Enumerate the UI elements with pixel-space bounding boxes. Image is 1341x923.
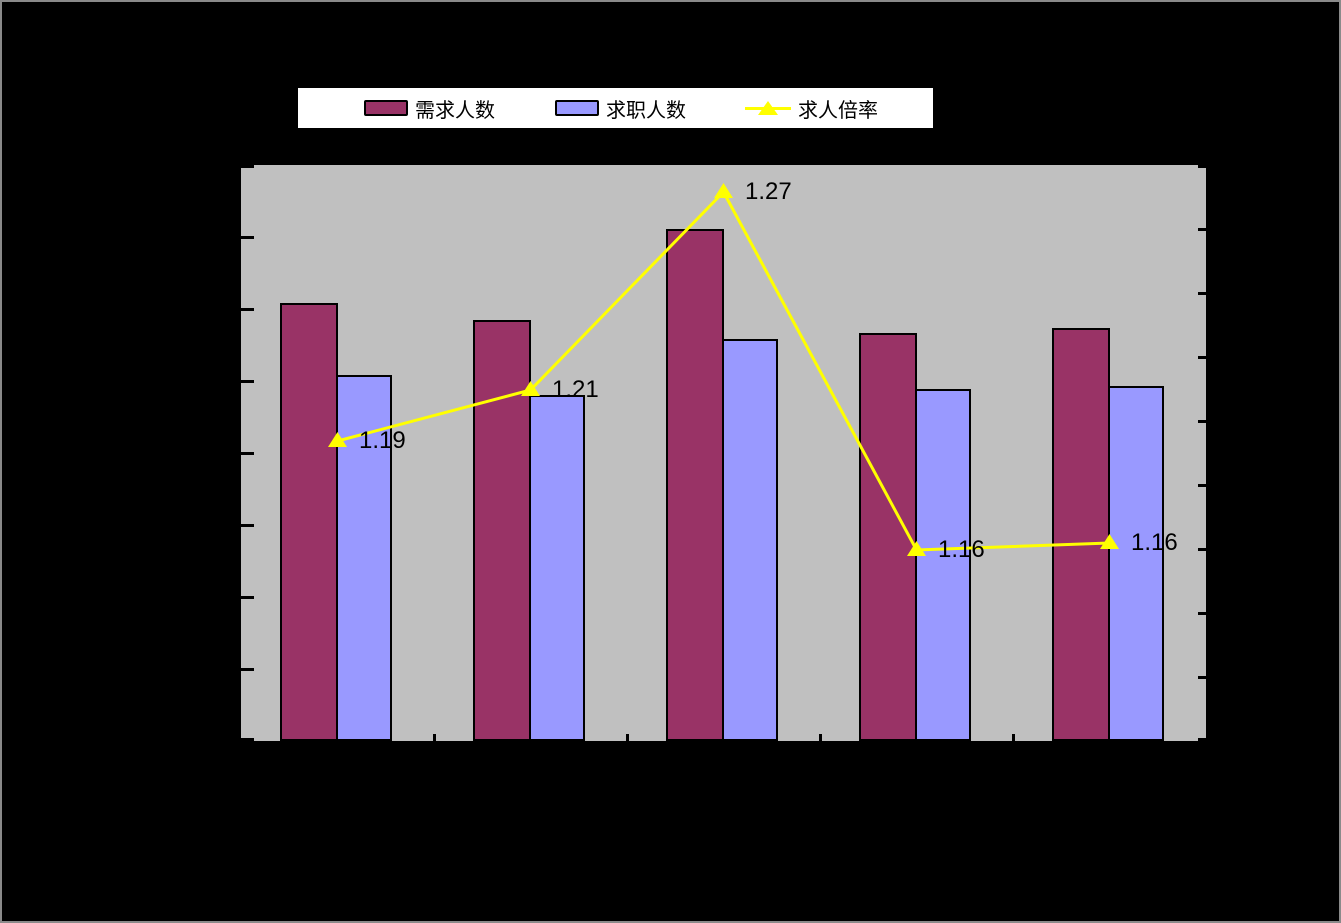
right-axis-tick: [1198, 292, 1206, 295]
left-axis-tick: [241, 452, 254, 455]
right-axis-tick: [1198, 420, 1206, 423]
legend-item-seekers: 求职人数: [555, 88, 686, 128]
x-axis-tick: [626, 734, 629, 741]
right-axis-tick: [1198, 548, 1206, 551]
left-axis-tick: [241, 236, 254, 239]
legend-swatch-demand-bar: [364, 100, 408, 116]
legend-label-seekers: 求职人数: [606, 99, 686, 122]
left-axis-tick: [241, 524, 254, 527]
left-axis-tick: [241, 596, 254, 599]
ratio-marker-triangle-icon-1: [521, 381, 540, 396]
x-axis-tick: [1012, 734, 1015, 741]
legend-item-ratio: 求人倍率: [745, 88, 878, 128]
ratio-marker-triangle-icon-3: [907, 541, 926, 556]
left-axis-tick: [241, 308, 254, 311]
plot-area: 1.19 1.21 1.27 1.16 1.16: [239, 163, 1208, 743]
left-axis-tick: [241, 738, 254, 741]
ratio-data-label-0: 1.19: [359, 427, 406, 454]
ratio-data-label-4: 1.16: [1131, 529, 1178, 556]
x-axis-tick: [819, 734, 822, 741]
legend: 需求人数 求职人数 求人倍率: [296, 86, 935, 130]
bar-seekers-1: [529, 395, 585, 741]
right-axis-tick: [1198, 356, 1206, 359]
ratio-data-label-3: 1.16: [938, 536, 985, 563]
legend-label-ratio: 求人倍率: [798, 99, 878, 122]
plot-inner: 1.19 1.21 1.27 1.16 1.16: [241, 165, 1206, 741]
bar-seekers-0: [336, 375, 392, 741]
ratio-marker-triangle-icon-0: [328, 432, 347, 447]
right-axis-tick: [1198, 484, 1206, 487]
bar-seekers-2: [722, 339, 778, 741]
left-axis-tick: [241, 380, 254, 383]
ratio-data-label-2: 1.27: [745, 178, 792, 205]
right-axis-tick: [1198, 228, 1206, 231]
legend-ratio-triangle-icon: [758, 101, 778, 115]
right-axis-tick: [1198, 612, 1206, 615]
right-axis-tick: [1198, 676, 1206, 679]
legend-item-demand: 需求人数: [364, 88, 495, 128]
bar-seekers-4: [1108, 386, 1164, 741]
bar-demand-0: [280, 303, 338, 741]
right-axis-tick: [1198, 165, 1206, 168]
legend-swatch-seekers-bar: [555, 100, 599, 116]
ratio-data-label-1: 1.21: [552, 376, 599, 403]
legend-swatch-ratio-line: [745, 100, 791, 116]
x-axis-tick: [433, 734, 436, 741]
left-axis-tick: [241, 668, 254, 671]
legend-label-demand: 需求人数: [415, 99, 495, 122]
ratio-line: [337, 189, 1110, 552]
ratio-marker-triangle-icon-4: [1100, 534, 1119, 549]
bar-demand-1: [473, 320, 531, 741]
ratio-line-layer: [328, 183, 1119, 556]
left-axis-tick: [241, 165, 254, 168]
bar-seekers-3: [915, 389, 971, 741]
ratio-marker-triangle-icon-2: [714, 183, 733, 198]
right-axis-tick: [1198, 738, 1206, 741]
